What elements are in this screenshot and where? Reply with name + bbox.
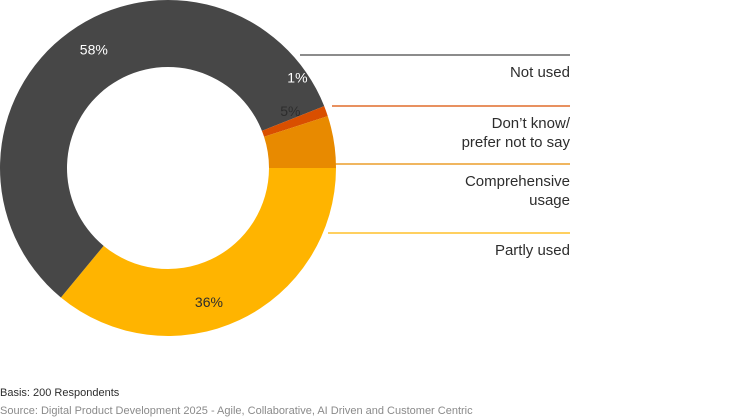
value-label-not-used: 58% (80, 41, 108, 57)
slice-partly-used (60, 168, 336, 336)
value-label-dont-know: 1% (287, 69, 307, 85)
basis-note: Basis: 200 Respondents (0, 387, 120, 399)
legend-comprehensive-usage-label: Comprehensive (465, 173, 570, 190)
legend-comprehensive-usage-label: usage (529, 192, 570, 209)
legend-dont-know: Don’t know/prefer not to say (332, 105, 571, 151)
legend: Not used Don’t know/prefer not to say Comp… (300, 54, 571, 259)
legend-comprehensive-usage: Comprehensive usage (332, 163, 570, 209)
value-label-partly-used: 36% (195, 294, 223, 310)
slice-not-used (0, 0, 325, 298)
slice-dont-know (261, 106, 328, 137)
legend-partly-used-label: Partly used (495, 242, 570, 259)
value-label-comprehensive-usage: 5% (280, 103, 300, 119)
donut-slices (0, 0, 336, 336)
legend-partly-used: Partly used (328, 232, 570, 259)
slice-comprehensive-usage (264, 116, 336, 168)
legend-dont-know-label: Don’t know/ (492, 115, 571, 132)
legend-not-used-label: Not used (510, 64, 570, 81)
source-note: Source: Digital Product Development 2025… (0, 405, 473, 417)
legend-not-used: Not used (300, 54, 570, 81)
legend-dont-know-label: prefer not to say (462, 134, 571, 151)
slice-value-labels: 58% 1% 5% 36% (80, 41, 308, 310)
